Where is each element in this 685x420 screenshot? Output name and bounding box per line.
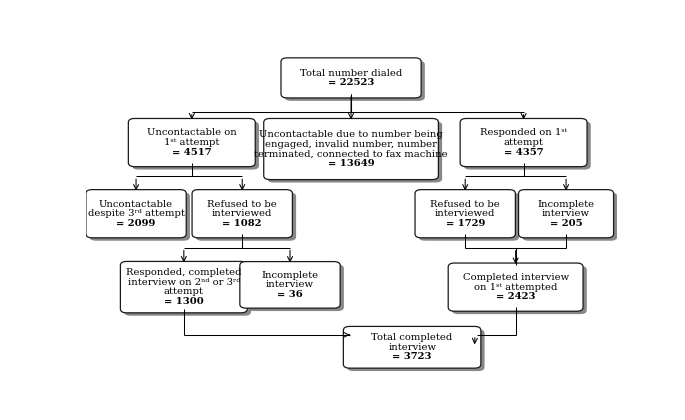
FancyBboxPatch shape [132, 121, 259, 170]
Text: interview: interview [388, 343, 436, 352]
Text: = 22523: = 22523 [328, 78, 374, 87]
FancyBboxPatch shape [90, 192, 190, 241]
Text: = 205: = 205 [550, 219, 582, 228]
FancyBboxPatch shape [285, 61, 425, 101]
Text: Refused to be: Refused to be [430, 200, 500, 209]
Text: interview: interview [266, 281, 314, 289]
Text: Uncontactable on: Uncontactable on [147, 129, 237, 137]
Text: Responded on 1ˢᵗ: Responded on 1ˢᵗ [480, 129, 567, 137]
Text: Incomplete: Incomplete [538, 200, 595, 209]
Text: engaged, invalid number, number: engaged, invalid number, number [265, 140, 437, 149]
Text: = 13649: = 13649 [327, 159, 375, 168]
FancyBboxPatch shape [121, 261, 247, 313]
Text: interviewed: interviewed [212, 209, 273, 218]
FancyBboxPatch shape [196, 192, 296, 241]
FancyBboxPatch shape [464, 121, 590, 170]
FancyBboxPatch shape [419, 192, 519, 241]
Text: interviewed: interviewed [435, 209, 495, 218]
Text: = 2423: = 2423 [496, 292, 536, 301]
FancyBboxPatch shape [192, 189, 292, 238]
FancyBboxPatch shape [448, 263, 583, 311]
FancyBboxPatch shape [124, 264, 251, 316]
Text: = 36: = 36 [277, 290, 303, 299]
Text: = 2099: = 2099 [116, 219, 155, 228]
Text: terminated, connected to fax machine: terminated, connected to fax machine [254, 150, 448, 158]
Text: Completed interview: Completed interview [462, 273, 569, 282]
Text: Incomplete: Incomplete [262, 271, 319, 280]
Text: = 1729: = 1729 [445, 219, 485, 228]
FancyBboxPatch shape [281, 58, 421, 98]
Text: Total completed: Total completed [371, 333, 453, 342]
FancyBboxPatch shape [347, 329, 484, 371]
FancyBboxPatch shape [460, 118, 587, 167]
Text: Refused to be: Refused to be [208, 200, 277, 209]
Text: attempt: attempt [164, 287, 203, 297]
FancyBboxPatch shape [343, 326, 481, 368]
Text: = 3723: = 3723 [393, 352, 432, 361]
Text: = 4517: = 4517 [172, 148, 212, 157]
FancyBboxPatch shape [519, 189, 614, 238]
FancyBboxPatch shape [264, 118, 438, 180]
FancyBboxPatch shape [240, 262, 340, 308]
FancyBboxPatch shape [415, 189, 515, 238]
Text: = 1300: = 1300 [164, 297, 203, 306]
Text: Responded, completed: Responded, completed [126, 268, 242, 277]
FancyBboxPatch shape [522, 192, 617, 241]
Text: Uncontactable due to number being: Uncontactable due to number being [259, 130, 443, 139]
Text: Total number dialed: Total number dialed [300, 68, 402, 78]
FancyBboxPatch shape [452, 266, 587, 314]
FancyBboxPatch shape [128, 118, 256, 167]
Text: despite 3ʳᵈ attempt: despite 3ʳᵈ attempt [88, 209, 184, 218]
Text: on 1ˢᵗ attempted: on 1ˢᵗ attempted [474, 283, 558, 291]
Text: attempt: attempt [503, 138, 543, 147]
Text: 1ˢᵗ attempt: 1ˢᵗ attempt [164, 138, 219, 147]
Text: = 1082: = 1082 [223, 219, 262, 228]
Text: Uncontactable: Uncontactable [99, 200, 173, 209]
Text: interview: interview [542, 209, 590, 218]
FancyBboxPatch shape [86, 189, 186, 238]
Text: interview on 2ⁿᵈ or 3ʳᵈ: interview on 2ⁿᵈ or 3ʳᵈ [127, 278, 240, 287]
Text: = 4357: = 4357 [503, 148, 543, 157]
FancyBboxPatch shape [267, 121, 442, 183]
FancyBboxPatch shape [244, 265, 344, 311]
